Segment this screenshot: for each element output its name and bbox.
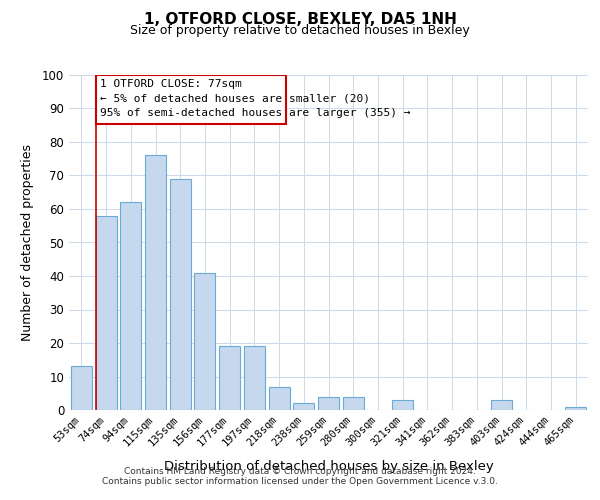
Bar <box>219 346 240 410</box>
Bar <box>244 346 265 410</box>
Text: 95% of semi-detached houses are larger (355) →: 95% of semi-detached houses are larger (… <box>100 108 411 118</box>
Bar <box>343 396 364 410</box>
Bar <box>194 272 215 410</box>
Text: 1, OTFORD CLOSE, BEXLEY, DA5 1NH: 1, OTFORD CLOSE, BEXLEY, DA5 1NH <box>143 12 457 28</box>
Bar <box>170 179 191 410</box>
Bar <box>392 400 413 410</box>
Text: 1 OTFORD CLOSE: 77sqm: 1 OTFORD CLOSE: 77sqm <box>100 79 242 89</box>
Bar <box>565 406 586 410</box>
Bar <box>95 216 116 410</box>
Bar <box>71 366 92 410</box>
Bar <box>145 156 166 410</box>
X-axis label: Distribution of detached houses by size in Bexley: Distribution of detached houses by size … <box>164 460 493 472</box>
Text: Size of property relative to detached houses in Bexley: Size of property relative to detached ho… <box>130 24 470 37</box>
Y-axis label: Number of detached properties: Number of detached properties <box>20 144 34 341</box>
Bar <box>318 396 339 410</box>
Text: Contains HM Land Registry data © Crown copyright and database right 2024.: Contains HM Land Registry data © Crown c… <box>124 467 476 476</box>
Text: ← 5% of detached houses are smaller (20): ← 5% of detached houses are smaller (20) <box>100 94 370 104</box>
FancyBboxPatch shape <box>96 75 286 124</box>
Text: Contains public sector information licensed under the Open Government Licence v.: Contains public sector information licen… <box>102 477 498 486</box>
Bar <box>293 404 314 410</box>
Bar <box>269 386 290 410</box>
Bar <box>491 400 512 410</box>
Bar <box>120 202 141 410</box>
